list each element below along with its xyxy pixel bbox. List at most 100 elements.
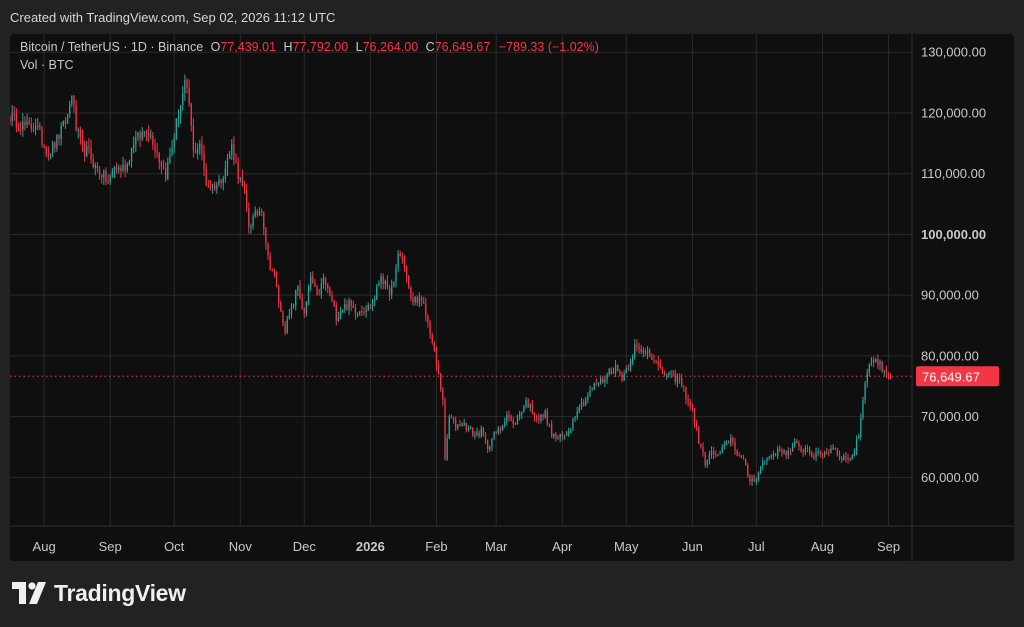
candle-body [472, 427, 474, 436]
candle [218, 174, 220, 187]
candle-body [811, 452, 813, 457]
candle [158, 151, 160, 170]
candle-body [346, 304, 348, 310]
candle-body [655, 361, 657, 363]
close-value: 76,649.67 [434, 40, 491, 54]
candle [403, 255, 406, 272]
x-tick-label: Nov [229, 539, 253, 554]
candle-body [802, 451, 804, 453]
candle [169, 147, 171, 165]
candle-body [414, 296, 416, 303]
candle-body [612, 372, 615, 374]
candle [749, 473, 751, 486]
candle [480, 425, 482, 439]
candle-body [327, 285, 329, 289]
candle [747, 463, 749, 478]
candle-body [393, 282, 395, 286]
candle [192, 118, 195, 158]
candle-body [39, 125, 41, 129]
candle-body [214, 184, 216, 190]
candle [495, 430, 497, 435]
candle-body [49, 153, 52, 156]
candle [661, 366, 664, 375]
candle [604, 375, 606, 387]
candle [314, 279, 316, 288]
candle-body [623, 373, 625, 381]
candle [540, 413, 542, 424]
candle [241, 169, 244, 187]
candle-body [165, 167, 167, 179]
candle-body [634, 344, 636, 357]
candle [514, 422, 517, 425]
candle-body [405, 267, 408, 277]
candle [885, 365, 888, 379]
symbol-name[interactable]: Bitcoin / TetherUS · 1D · Binance [20, 40, 204, 54]
x-axis[interactable]: Aug Sep Oct Nov Dec 2026 Feb Mar Apr May Jun Jul Aug… [10, 525, 1014, 554]
candle-body [79, 129, 82, 137]
price-chart[interactable]: 76,649.67 60,000.00 70,000.00 80,000.00 90,… [10, 34, 1014, 561]
candle [578, 404, 581, 414]
candle [808, 446, 811, 456]
candle-body [518, 413, 521, 417]
candle [597, 381, 600, 387]
candle [115, 162, 118, 174]
candle-body [872, 359, 875, 362]
candle [339, 306, 342, 320]
candle-body [310, 276, 312, 287]
candle [843, 453, 845, 461]
candle [501, 424, 504, 431]
candle [870, 357, 873, 367]
candle [497, 426, 499, 435]
y-tick-label: 70,000.00 [921, 409, 979, 424]
volume-legend[interactable]: Vol · BTC [20, 58, 74, 72]
candle-body [96, 165, 99, 169]
candle [710, 446, 713, 459]
open-label: O [210, 40, 221, 54]
candle [39, 122, 41, 131]
candle [135, 130, 137, 153]
candle-body [687, 399, 689, 402]
candle [248, 202, 250, 234]
candle-body [563, 435, 566, 437]
candle [380, 273, 382, 290]
candle [627, 364, 630, 372]
candle-body [256, 210, 259, 216]
candle-body [785, 450, 787, 456]
chart-frame[interactable]: 76,649.67 60,000.00 70,000.00 80,000.00 90,… [10, 34, 1014, 561]
candle [493, 431, 495, 440]
candle [226, 153, 229, 177]
candle [295, 289, 297, 311]
candle [450, 414, 453, 419]
candle-body [495, 431, 497, 433]
candle-body [640, 348, 642, 352]
candle [282, 310, 284, 327]
candle-body [246, 189, 248, 209]
candle-body [510, 417, 512, 421]
candle-body [37, 125, 39, 127]
candle-body [322, 278, 325, 284]
candle [427, 314, 429, 328]
y-tick-label: 90,000.00 [921, 288, 979, 303]
candle-body [489, 446, 491, 450]
candle [239, 177, 241, 183]
candle [550, 420, 553, 438]
candle-body [128, 161, 131, 165]
candle-body [555, 433, 557, 438]
candle-body [354, 307, 357, 315]
symbol-legend[interactable]: Bitcoin / TetherUS · 1D · Binance O77,43… [20, 40, 599, 54]
candle-body [265, 228, 267, 244]
candle [150, 129, 152, 140]
candle-body [139, 132, 141, 140]
candle [772, 450, 775, 461]
candle-body [732, 438, 734, 442]
candle [858, 433, 860, 439]
candle-body [22, 121, 24, 130]
x-tick-label: Mar [485, 539, 508, 554]
candle-body [533, 412, 536, 417]
candle-body [587, 395, 589, 400]
candle [145, 129, 148, 141]
candle [828, 449, 830, 457]
y-axis[interactable]: 60,000.00 70,000.00 80,000.00 90,000.00 100,… [911, 34, 986, 561]
candle-body [143, 131, 146, 133]
candle-body [681, 378, 683, 387]
